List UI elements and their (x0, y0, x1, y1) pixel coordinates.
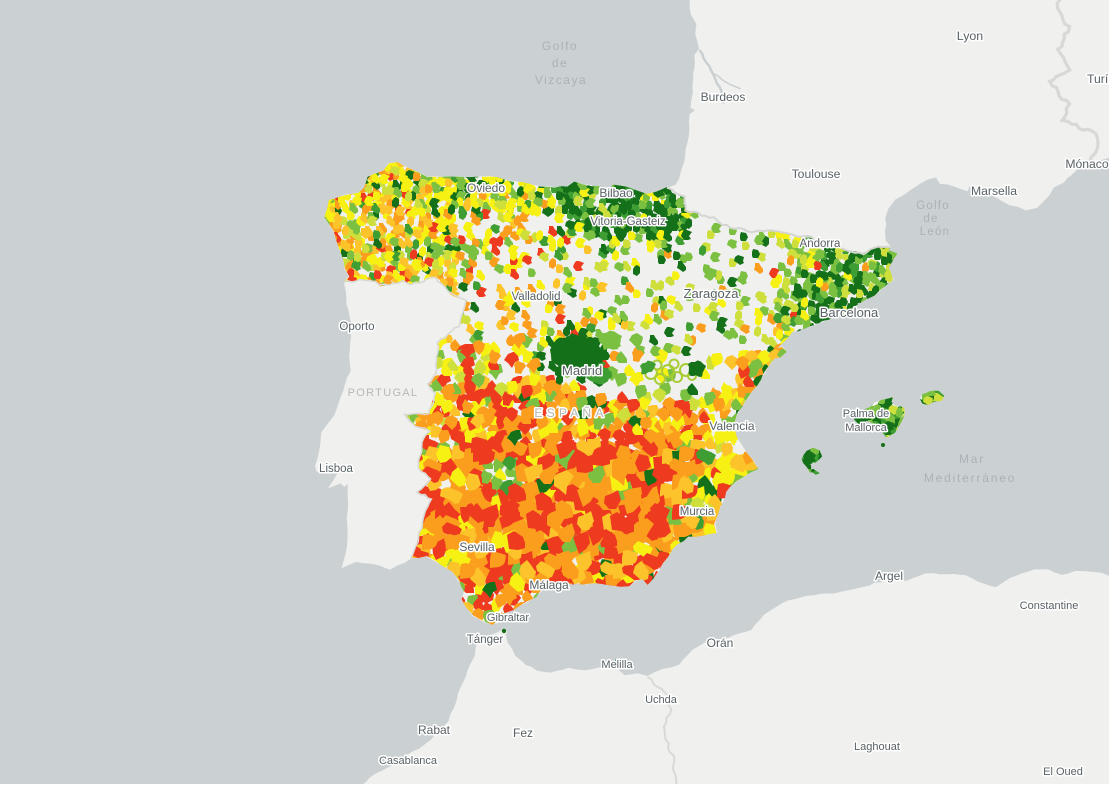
svg-text:Madrid: Madrid (562, 363, 602, 378)
svg-text:Gibraltar: Gibraltar (487, 612, 530, 624)
svg-text:de: de (552, 56, 568, 70)
svg-text:de: de (923, 213, 938, 225)
svg-text:Tánger: Tánger (467, 634, 504, 646)
svg-text:Golfo: Golfo (916, 200, 950, 212)
svg-text:Casablanca: Casablanca (379, 755, 438, 767)
svg-text:Bilbao: Bilbao (599, 186, 633, 200)
svg-text:Vitoria-Gasteiz: Vitoria-Gasteiz (590, 216, 665, 228)
svg-text:Lisboa: Lisboa (319, 463, 353, 475)
svg-text:Málaga: Málaga (529, 578, 569, 592)
svg-text:Burdeos: Burdeos (701, 90, 746, 104)
svg-text:Mediterráneo: Mediterráneo (924, 471, 1016, 485)
svg-text:Sevilla: Sevilla (459, 540, 495, 554)
svg-text:Turín: Turín (1087, 72, 1109, 86)
svg-text:Fez: Fez (513, 726, 533, 740)
svg-text:Mallorca: Mallorca (845, 422, 887, 434)
svg-text:León: León (920, 226, 950, 238)
svg-text:Andorra: Andorra (800, 238, 842, 250)
svg-text:Lyon: Lyon (957, 29, 984, 43)
svg-text:Melilla: Melilla (601, 659, 633, 671)
svg-text:Barcelona: Barcelona (820, 305, 879, 320)
svg-text:Mónaco: Mónaco (1065, 157, 1109, 171)
svg-text:Rabat: Rabat (418, 723, 451, 737)
svg-text:Constantine: Constantine (1020, 600, 1079, 612)
svg-text:Mar: Mar (959, 452, 985, 466)
svg-text:ESPAÑA: ESPAÑA (534, 406, 607, 420)
svg-text:Valencia: Valencia (709, 419, 754, 433)
svg-text:PORTUGAL: PORTUGAL (348, 387, 419, 399)
svg-text:Golfo: Golfo (542, 39, 578, 53)
svg-text:Marsella: Marsella (971, 184, 1017, 198)
svg-text:Argel: Argel (875, 569, 903, 583)
svg-text:Vizcaya: Vizcaya (535, 73, 587, 87)
svg-text:El Oued: El Oued (1043, 766, 1083, 778)
svg-text:Zaragoza: Zaragoza (684, 286, 740, 301)
svg-text:Oporto: Oporto (339, 321, 374, 333)
svg-text:Oviedo: Oviedo (467, 181, 505, 195)
svg-text:Uchda: Uchda (645, 694, 678, 706)
svg-text:Palma de: Palma de (843, 408, 889, 420)
svg-text:Valladolid: Valladolid (511, 291, 560, 303)
svg-text:Laghouat: Laghouat (854, 741, 900, 753)
svg-text:Orán: Orán (707, 636, 734, 650)
svg-text:Murcia: Murcia (680, 506, 715, 518)
svg-text:Toulouse: Toulouse (792, 167, 841, 181)
